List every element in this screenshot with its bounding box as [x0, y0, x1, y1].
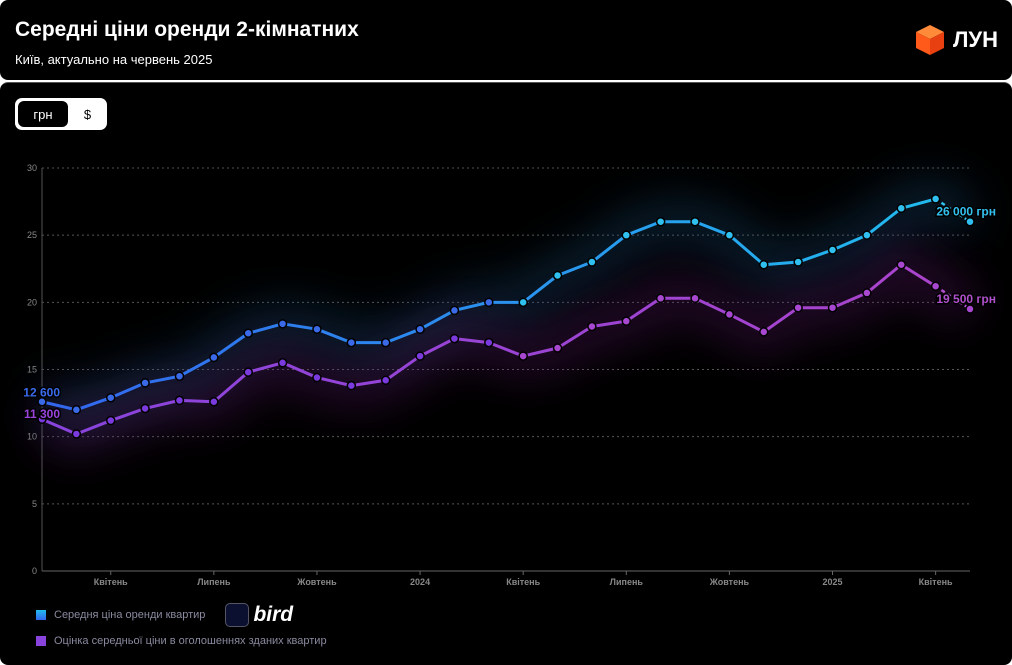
data-point: [209, 352, 219, 363]
x-tick-label: Жовтень: [296, 577, 337, 587]
data-point: [380, 337, 391, 348]
header: Середні ціни оренди 2-кімнатних Київ, ак…: [0, 0, 1012, 80]
data-point: [965, 304, 975, 314]
end-value-label: 19 500 грн: [936, 292, 996, 306]
legend-item-rent[interactable]: Середня ціна оренди квартир bird: [36, 603, 293, 627]
logo-text: ЛУН: [952, 27, 998, 52]
bird-logo: bird: [225, 603, 293, 627]
data-point: [105, 392, 116, 403]
data-point: [140, 403, 150, 414]
data-point: [71, 429, 82, 439]
data-point: [930, 281, 941, 291]
data-point: [209, 396, 219, 407]
x-tick-label: 2024: [410, 577, 430, 587]
data-point: [552, 343, 563, 353]
data-point: [862, 288, 872, 298]
data-point: [587, 321, 597, 332]
data-point: [277, 358, 288, 368]
y-tick-label: 10: [27, 432, 37, 442]
data-point: [518, 297, 528, 308]
end-value-label: 26 000 грн: [936, 205, 996, 219]
start-value-label: 12 600: [23, 386, 60, 400]
data-point: [415, 351, 425, 361]
data-point: [415, 324, 425, 334]
data-point: [484, 297, 494, 308]
lun-logo[interactable]: ЛУН: [915, 24, 998, 56]
data-point: [724, 309, 735, 320]
data-point: [827, 302, 838, 313]
data-point: [655, 216, 666, 227]
data-point: [552, 270, 563, 281]
legend-label: Середня ціна оренди квартир: [54, 609, 206, 621]
data-point: [484, 337, 494, 348]
currency-uah-option[interactable]: грн: [18, 101, 68, 127]
y-tick-label: 30: [27, 163, 37, 173]
y-tick-label: 15: [27, 365, 37, 375]
subtitle: Київ, актуально на червень 2025: [15, 52, 213, 67]
data-point: [243, 328, 253, 338]
data-point: [37, 414, 47, 424]
start-value-label: 11 300: [24, 407, 60, 421]
data-point: [655, 293, 666, 304]
data-point: [896, 259, 907, 270]
data-point: [759, 259, 769, 270]
x-tick-label: Квітень: [506, 577, 540, 587]
y-tick-label: 20: [27, 297, 37, 307]
data-point: [449, 305, 460, 316]
y-tick-label: 0: [32, 566, 37, 576]
data-point: [380, 375, 391, 385]
data-point: [277, 319, 288, 329]
y-tick-label: 5: [32, 499, 37, 509]
currency-toggle[interactable]: грн $: [15, 98, 107, 130]
data-point: [37, 396, 47, 407]
data-point: [724, 230, 735, 240]
data-point: [449, 333, 460, 344]
currency-usd-option[interactable]: $: [83, 106, 92, 122]
data-point: [140, 378, 150, 388]
x-tick-label: Липень: [197, 577, 231, 587]
data-point: [174, 371, 185, 381]
data-point: [690, 216, 700, 227]
data-point: [346, 380, 357, 391]
x-tick-label: Жовтень: [709, 577, 750, 587]
data-point: [312, 372, 322, 383]
data-point: [793, 257, 803, 267]
data-point: [793, 302, 803, 313]
data-point: [243, 367, 253, 377]
legend-label: Оцінка середньої ціни в оголошеннях здан…: [54, 635, 327, 647]
data-point: [587, 257, 597, 267]
x-tick-label: Липень: [610, 577, 644, 587]
data-point: [690, 293, 700, 304]
data-point: [965, 216, 975, 227]
data-point: [71, 405, 82, 415]
data-point: [621, 230, 632, 240]
data-point: [930, 194, 941, 204]
data-point: [312, 324, 322, 334]
data-point: [621, 316, 632, 326]
legend-swatch-blue: [36, 610, 46, 620]
data-point: [105, 415, 116, 426]
bird-icon: [225, 603, 250, 627]
data-point: [518, 351, 528, 361]
cube-logo-icon: [915, 25, 944, 55]
legend-swatch-purple: [36, 636, 46, 646]
data-point: [174, 395, 185, 406]
data-point: [346, 337, 357, 348]
data-point: [759, 327, 769, 337]
x-tick-label: Квітень: [919, 577, 953, 587]
x-tick-label: 2025: [823, 577, 843, 587]
legend-item-estimate[interactable]: Оцінка середньої ціни в оголошеннях здан…: [36, 635, 327, 647]
x-tick-label: Квітень: [94, 577, 128, 587]
page-title: Середні ціни оренди 2-кімнатних: [15, 18, 359, 41]
data-point: [827, 245, 838, 255]
data-point: [862, 230, 872, 240]
data-point: [896, 203, 907, 214]
y-tick-label: 25: [27, 230, 37, 240]
bird-text: bird: [253, 603, 294, 626]
